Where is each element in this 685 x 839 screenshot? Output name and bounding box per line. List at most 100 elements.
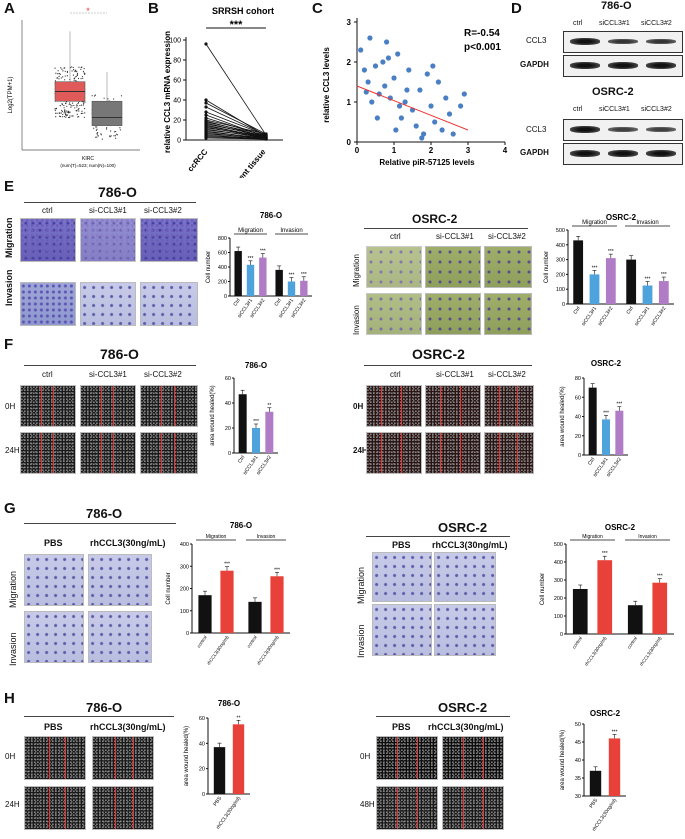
chart-ytick-label: 600 <box>218 251 227 257</box>
panel-f-chart-2-svg: OSRC-2 area wound healed(%) 0 20 40 60 80 Ctrl *… <box>560 359 628 478</box>
bar <box>246 264 255 296</box>
panel-c-ytick-label: 2 <box>347 58 352 67</box>
panel-a-point <box>105 128 108 130</box>
wound-edge <box>463 787 464 829</box>
panel-c-p: p<0.001 <box>464 42 501 53</box>
micrograph <box>20 282 76 326</box>
panel-c-axes: 0 1 2 3 4 0 1 2 3 <box>347 18 508 155</box>
panel-a-point <box>63 79 66 81</box>
bar <box>608 738 621 796</box>
panel-a-point <box>77 108 79 111</box>
panel-g-chart-1-svg: 786-O Cell number 0 100 200 300 400 control *** r… <box>166 521 290 666</box>
micrograph <box>80 282 136 326</box>
wound-image <box>24 736 86 780</box>
panel-e-col-si1-2: si-CCL3#1 <box>436 232 474 241</box>
bar-xlabel: rhCCL3(30ng/ml) <box>206 634 230 666</box>
bar <box>602 419 610 455</box>
bar-star: *** <box>224 562 230 568</box>
group-label: Invasion <box>257 534 276 540</box>
panel-c-point <box>372 63 379 69</box>
panel-a-point <box>68 103 70 105</box>
panel-a-point <box>114 131 116 133</box>
panel-a-point <box>119 127 121 129</box>
panel-a-point <box>119 129 121 131</box>
panel-d-blot-gapdh-osrc <box>563 143 683 165</box>
panel-c-point <box>432 119 438 125</box>
chart-ytick-label: 0 <box>224 294 227 300</box>
chart-ytick-label: 40 <box>225 401 231 407</box>
panel-a-point <box>83 68 85 70</box>
panel-a-point <box>66 115 68 117</box>
panel-f-col-si1-2: si-CCL3#1 <box>436 370 474 379</box>
panel-g-divider-2 <box>366 536 510 537</box>
panel-a-svg: Log2(TPM+1) * KIRC (num(T)=523; num(N)=1… <box>8 6 140 168</box>
panel-b-ytick-label: 100 <box>169 38 181 45</box>
panel-c-point <box>417 87 423 93</box>
panel-a-point <box>80 104 83 106</box>
wound-image <box>80 432 136 474</box>
panel-h-divider-1 <box>24 716 174 717</box>
wound-image <box>92 786 154 830</box>
panel-d-cell2: OSRC-2 <box>592 86 634 98</box>
panel-e-col-ctrl-1: ctrl <box>42 206 53 215</box>
panel-a-point <box>93 127 95 129</box>
panel-a-point <box>63 104 65 107</box>
panel-b-stars: *** <box>230 19 244 31</box>
panel-d-cell1: 786-O <box>601 0 632 12</box>
panel-c-point <box>391 75 397 81</box>
panel-a-point <box>76 72 79 74</box>
wound-edge <box>49 787 50 829</box>
chart-ytick-label: 300 <box>180 564 189 570</box>
panel-a-point <box>64 111 66 113</box>
bar-xlabel: siCCL3#2 <box>597 306 615 328</box>
bar <box>658 281 669 304</box>
panel-a-point <box>71 66 73 68</box>
panel-e-col-si1-1: si-CCL3#1 <box>89 206 127 215</box>
panel-a-point <box>54 109 56 112</box>
panel-d-lane-3a: siCCL3#2 <box>641 20 672 27</box>
chart-ytick-label: 200 <box>218 280 227 286</box>
bar-star: ** <box>237 715 241 721</box>
wound-edge <box>65 787 66 829</box>
panel-b-pair-line <box>205 119 267 135</box>
bar-star: *** <box>602 551 608 557</box>
panel-a-point <box>115 130 117 133</box>
chart-ytick-label: 400 <box>554 560 563 566</box>
panel-c-point <box>439 127 445 133</box>
wound-image <box>20 432 76 474</box>
bar <box>627 605 643 634</box>
panel-d-lane-3b: siCCL3#2 <box>641 106 672 113</box>
panel-a-point <box>96 134 98 136</box>
panel-b-point-adjacent <box>264 137 268 141</box>
bar-xlabel: PBS <box>212 795 223 807</box>
bar <box>198 595 212 633</box>
wound-edge <box>53 386 54 426</box>
bar <box>626 259 637 304</box>
panel-a-point <box>70 104 72 106</box>
panel-c-point <box>443 95 449 101</box>
micrograph <box>80 218 136 262</box>
wound-edge <box>499 433 500 473</box>
panel-label-e: E <box>4 178 15 195</box>
panel-a-point <box>81 75 84 78</box>
chart-ytick-label: 300 <box>556 258 565 264</box>
panel-d-row-gapdh-a: GAPDH <box>520 60 549 69</box>
chart-ytick-label: 35 <box>575 776 581 782</box>
panel-c-ytick-label: 0 <box>347 138 352 147</box>
panel-a-point <box>96 132 98 135</box>
panel-a-point <box>83 116 85 118</box>
panel-a-point <box>96 128 98 130</box>
panel-a-point <box>69 115 71 117</box>
panel-c-point <box>402 99 408 105</box>
panel-a-point <box>66 70 69 73</box>
bar-star: *** <box>657 574 663 580</box>
bar-xlabel: control <box>246 635 258 649</box>
micrograph <box>484 246 532 288</box>
panel-d-lane-2b: siCCL3#1 <box>599 106 630 113</box>
chart-title: 786-O <box>218 699 240 708</box>
panel-g-divider-1 <box>24 523 176 524</box>
bar-star: *** <box>661 272 667 278</box>
panel-a-point <box>83 73 86 76</box>
wound-image <box>425 432 481 474</box>
panel-c-point <box>369 99 375 105</box>
